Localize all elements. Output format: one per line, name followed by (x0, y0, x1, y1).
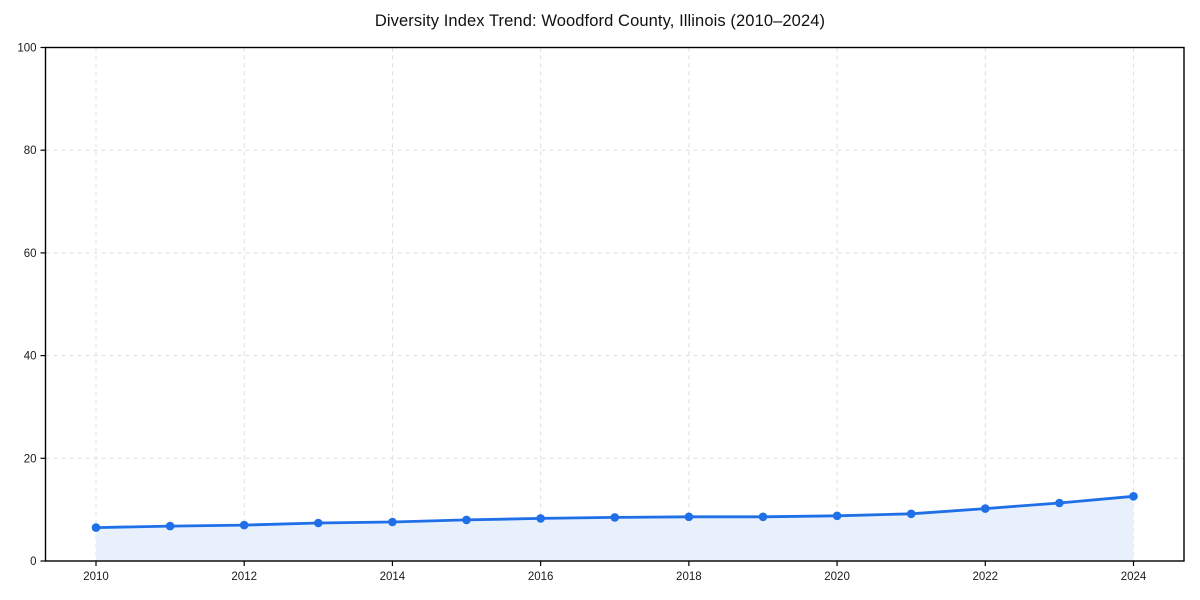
data-point-marker (610, 513, 620, 522)
data-point-marker (165, 521, 175, 531)
data-point-marker (832, 511, 842, 521)
x-tick-label: 2018 (676, 571, 702, 583)
data-point-marker (981, 504, 990, 513)
x-tick-label: 2016 (528, 571, 554, 583)
y-tick-label: 100 (17, 43, 36, 55)
data-point-marker (239, 520, 249, 530)
data-point-marker (462, 515, 471, 525)
series-area-fill (96, 496, 1134, 561)
y-tick-label: 20 (24, 453, 37, 465)
chart-title: Diversity Index Trend: Woodford County, … (374, 12, 826, 30)
data-point-marker (314, 518, 323, 528)
y-tick-label: 60 (24, 248, 37, 260)
y-tick-label: 40 (24, 351, 37, 363)
x-tick-label: 2020 (824, 571, 850, 583)
data-point-marker (91, 523, 101, 532)
data-point-marker (906, 509, 916, 519)
x-tick-label: 2022 (972, 571, 998, 583)
data-point-marker (388, 517, 397, 527)
y-tick-label: 80 (24, 145, 37, 157)
x-tick-label: 2010 (83, 571, 109, 583)
x-tick-label: 2012 (231, 571, 257, 583)
data-point-marker (758, 512, 768, 522)
data-point-marker (536, 514, 545, 523)
data-point-marker (1129, 492, 1138, 501)
x-tick-label: 2014 (380, 571, 406, 583)
y-tick-label: 0 (30, 556, 36, 568)
axes-spines (44, 46, 1185, 562)
data-point-marker (1055, 498, 1064, 508)
data-point-marker (684, 512, 694, 522)
x-tick-label: 2024 (1121, 571, 1147, 583)
